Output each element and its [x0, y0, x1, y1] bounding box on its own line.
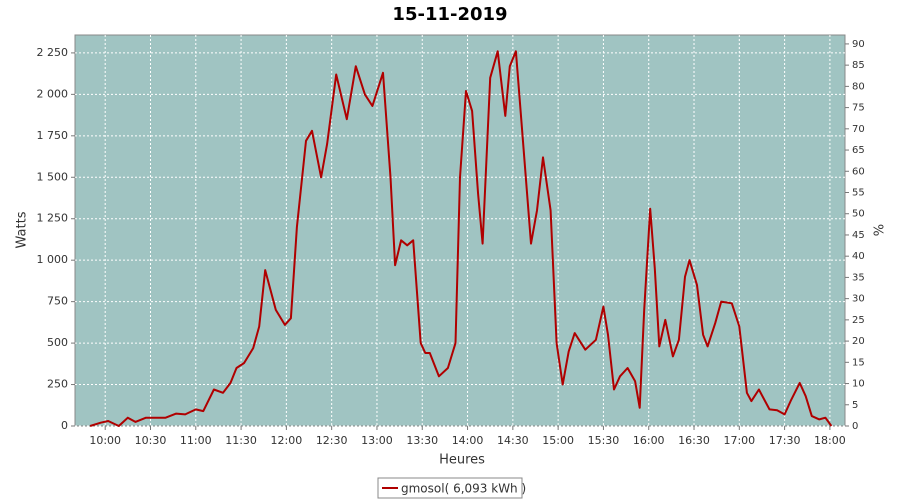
y2-tick-label: 15 [852, 357, 865, 368]
x-tick-label: 15:00 [542, 434, 574, 447]
x-tick-label: 14:30 [497, 434, 529, 447]
x-tick-label: 10:30 [135, 434, 167, 447]
y-tick-label: 750 [47, 295, 68, 308]
x-tick-label: 17:30 [769, 434, 801, 447]
x-tick-label: 14:00 [452, 434, 484, 447]
y2-tick-label: 70 [852, 124, 865, 135]
data-line [89, 50, 833, 427]
y-tick-label: 1 750 [37, 129, 69, 142]
x-tick-label: 11:00 [180, 434, 212, 447]
y2-tick-label: 60 [852, 166, 865, 177]
x-axis-label: Heures [439, 453, 485, 468]
chart-title: 15-11-2019 [392, 4, 507, 25]
y-tick-label: 0 [61, 419, 68, 432]
y2-tick-label: 40 [852, 251, 865, 262]
y2-tick-label: 30 [852, 294, 865, 305]
y2-tick-label: 85 [852, 60, 865, 71]
y2-tick-label: 75 [852, 103, 865, 114]
y-tick-label: 1 500 [37, 170, 69, 183]
y-tick-label: 1 250 [37, 212, 69, 225]
y2-tick-label: 5 [852, 400, 858, 411]
y-tick-label: 250 [47, 378, 68, 391]
x-tick-label: 10:00 [89, 434, 121, 447]
x-tick-label: 11:30 [225, 434, 257, 447]
y2-tick-label: 65 [852, 145, 865, 156]
x-tick-label: 13:00 [361, 434, 393, 447]
y2-tick-label: 0 [852, 421, 858, 432]
x-tick-label: 17:00 [723, 434, 755, 447]
y2-tick-label: 10 [852, 379, 865, 390]
x-tick-label: 13:30 [406, 434, 438, 447]
y-tick-label: 2 000 [37, 87, 69, 100]
y2-tick-label: 80 [852, 81, 865, 92]
plot-area [74, 34, 846, 427]
legend [377, 477, 523, 499]
legend-label: gmosol( 6,093 kWh ) [401, 482, 526, 496]
x-tick-label: 16:30 [678, 434, 710, 447]
x-tick-label: 12:00 [271, 434, 303, 447]
y2-tick-label: 55 [852, 188, 865, 199]
y2-tick-label: 20 [852, 336, 865, 347]
y-tick-label: 2 250 [37, 46, 69, 59]
y2-tick-label: 35 [852, 272, 865, 283]
y-axis-label: Watts [15, 211, 30, 248]
x-tick-label: 15:30 [588, 434, 620, 447]
y-tick-label: 1 000 [37, 253, 69, 266]
y2-tick-label: 50 [852, 209, 865, 220]
y-tick-label: 500 [47, 336, 68, 349]
x-tick-label: 18:00 [814, 434, 846, 447]
y2-tick-label: 25 [852, 315, 865, 326]
x-tick-label: 12:30 [316, 434, 348, 447]
y2-tick-label: 45 [852, 230, 865, 241]
y2-axis-label: % [873, 224, 888, 236]
x-tick-label: 16:00 [633, 434, 665, 447]
y2-tick-label: 90 [852, 39, 865, 50]
